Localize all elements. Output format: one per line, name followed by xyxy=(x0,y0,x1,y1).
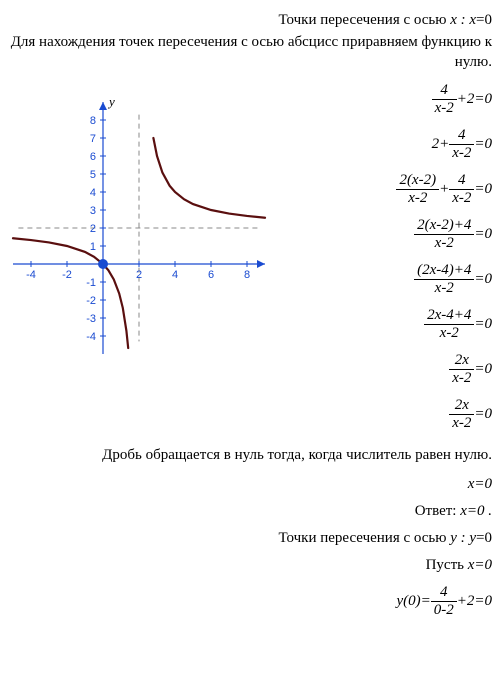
text: Точки пересечения с осью xyxy=(278,12,450,28)
svg-text:-4: -4 xyxy=(26,269,36,281)
svg-text:-2: -2 xyxy=(62,269,72,281)
var: y : y xyxy=(450,530,476,546)
answer-line: Ответ: x=0 . xyxy=(8,503,492,520)
svg-text:2: 2 xyxy=(90,223,96,235)
svg-text:8: 8 xyxy=(90,115,96,127)
var: x=0 xyxy=(468,557,492,573)
text: Пусть xyxy=(426,557,468,573)
text: =0 xyxy=(476,12,492,28)
svg-text:-4: -4 xyxy=(86,331,96,343)
fraction-zero-text: Дробь обращается в нуль тогда, когда чис… xyxy=(8,446,492,466)
svg-text:-2: -2 xyxy=(86,295,96,307)
svg-text:4: 4 xyxy=(172,269,178,281)
let-line: Пусть x=0 xyxy=(8,557,492,574)
answer-label: Ответ: xyxy=(415,503,461,519)
svg-text:4: 4 xyxy=(90,187,96,199)
svg-text:3: 3 xyxy=(90,205,96,217)
eq-x-zero: x=0 xyxy=(8,476,492,493)
eq-final: y(0)=40-2+2=0 xyxy=(8,584,492,619)
svg-text:y: y xyxy=(107,94,115,109)
svg-text:6: 6 xyxy=(208,269,214,281)
svg-text:-3: -3 xyxy=(86,313,96,325)
svg-text:8: 8 xyxy=(244,269,250,281)
answer-value: x=0 . xyxy=(460,503,492,519)
intro-text: Для нахождения точек пересечения с осью … xyxy=(8,33,492,72)
svg-text:7: 7 xyxy=(90,133,96,145)
svg-text:5: 5 xyxy=(90,169,96,181)
heading-y-intercepts: Точки пересечения с осью y : y=0 xyxy=(8,530,492,547)
svg-text:2: 2 xyxy=(136,269,142,281)
var: x : x xyxy=(450,12,476,28)
heading-x-intercepts: Точки пересечения с осью x : x=0 xyxy=(8,12,492,29)
svg-text:-1: -1 xyxy=(86,277,96,289)
text: Точки пересечения с осью xyxy=(278,530,450,546)
svg-text:1: 1 xyxy=(90,241,96,253)
equation-step-8: 2xx-2=0 xyxy=(8,397,492,432)
svg-text:6: 6 xyxy=(90,151,96,163)
function-graph: -4-22468-4-3-2-112345678xy xyxy=(8,84,268,379)
text: =0 xyxy=(476,530,492,546)
